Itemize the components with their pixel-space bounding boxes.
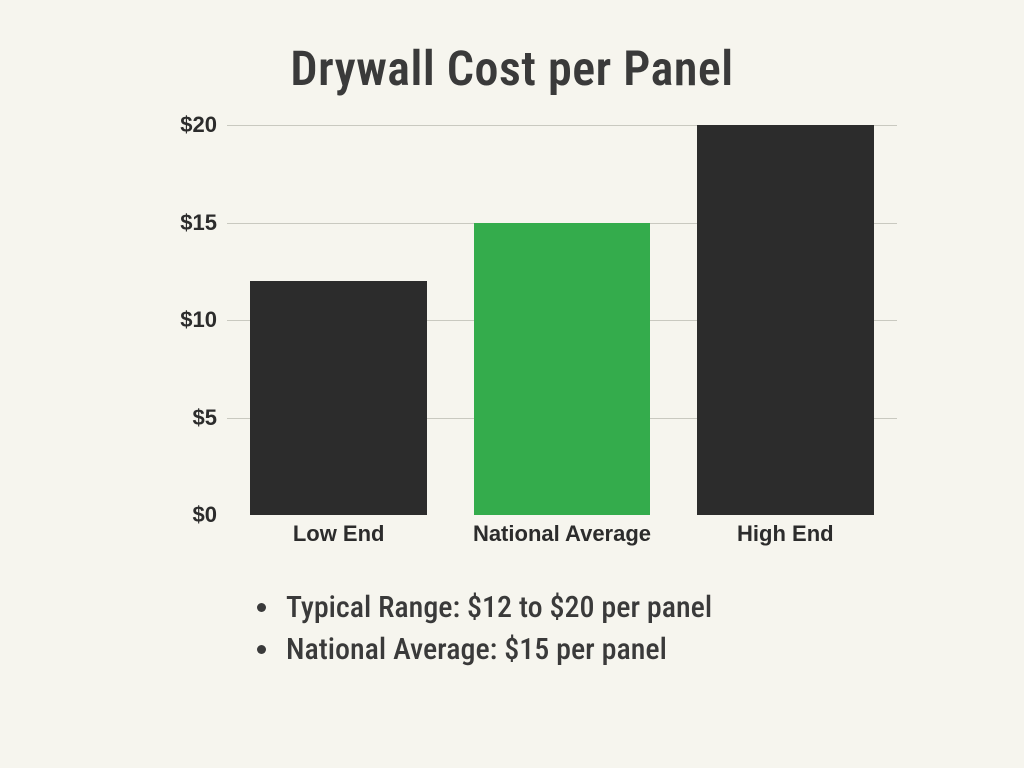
- ytick-label: $20: [112, 112, 217, 138]
- page: Drywall Cost per Panel $20 $15 $10 $5 $0: [0, 0, 1024, 768]
- ytick-label: $15: [112, 210, 217, 236]
- bar-chart: $20 $15 $10 $5 $0 Low En: [112, 115, 912, 555]
- ytick-label: $0: [112, 502, 217, 528]
- xlabel: High End: [674, 521, 897, 547]
- note-item: National Average: $15 per panel: [282, 629, 852, 671]
- ytick-label: $5: [112, 405, 217, 431]
- bar-high-end: [697, 125, 873, 515]
- ytick-label: $10: [112, 307, 217, 333]
- bar-national-average: [474, 223, 650, 516]
- x-axis-labels: Low End National Average High End: [227, 521, 897, 547]
- note-item: Typical Range: $12 to $20 per panel: [282, 587, 852, 629]
- notes-list: Typical Range: $12 to $20 per panel Nati…: [172, 587, 852, 671]
- bars-container: [227, 125, 897, 515]
- chart-title: Drywall Cost per Panel: [70, 40, 954, 97]
- xlabel: National Average: [450, 521, 673, 547]
- bar-slot: [450, 125, 673, 515]
- xlabel: Low End: [227, 521, 450, 547]
- bar-low-end: [250, 281, 426, 515]
- plot-area: [227, 125, 897, 515]
- bar-slot: [227, 125, 450, 515]
- bar-slot: [674, 125, 897, 515]
